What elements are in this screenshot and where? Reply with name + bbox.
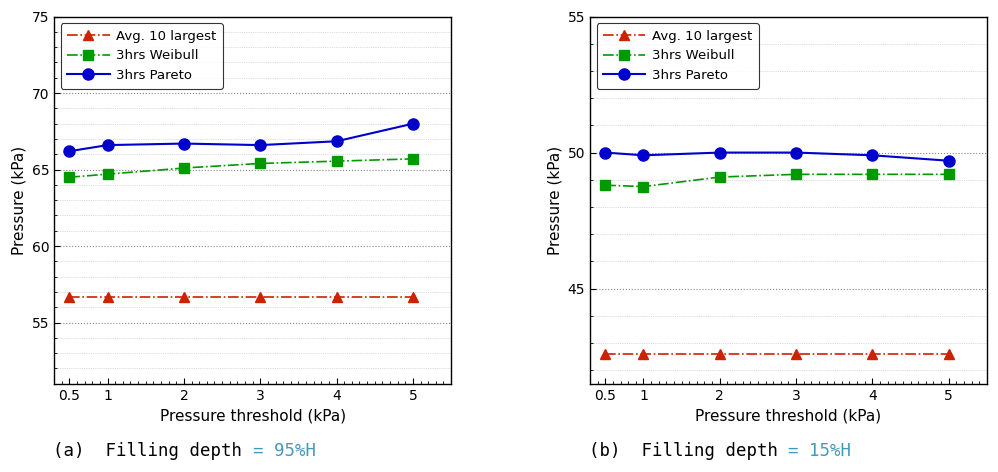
Y-axis label: Pressure (kPa): Pressure (kPa) (11, 145, 26, 255)
3hrs Pareto (254, 142, 266, 148)
3hrs Weibull (407, 156, 419, 162)
Avg. 10 largest (943, 351, 955, 357)
3hrs Pareto (638, 152, 650, 158)
3hrs Pareto (714, 150, 726, 155)
Avg. 10 largest (102, 294, 114, 299)
3hrs Pareto (407, 121, 419, 126)
Avg. 10 largest (599, 351, 611, 357)
Text: (a)  Filling depth: (a) Filling depth (53, 442, 252, 460)
Y-axis label: Pressure (kPa): Pressure (kPa) (547, 145, 562, 255)
X-axis label: Pressure threshold (kPa): Pressure threshold (kPa) (696, 408, 881, 423)
Avg. 10 largest (790, 351, 802, 357)
X-axis label: Pressure threshold (kPa): Pressure threshold (kPa) (160, 408, 345, 423)
Avg. 10 largest (714, 351, 726, 357)
3hrs Pareto (64, 148, 76, 154)
3hrs Weibull (714, 174, 726, 180)
3hrs Pareto (330, 138, 342, 144)
Line: 3hrs Weibull: 3hrs Weibull (65, 154, 417, 182)
Text: = 15%H: = 15%H (788, 442, 851, 460)
Avg. 10 largest (178, 294, 190, 299)
3hrs Weibull (943, 171, 955, 177)
3hrs Weibull (330, 158, 342, 164)
Text: (b)  Filling depth: (b) Filling depth (589, 442, 788, 460)
Avg. 10 largest (254, 294, 266, 299)
3hrs Weibull (254, 160, 266, 166)
Line: 3hrs Pareto: 3hrs Pareto (600, 147, 954, 166)
3hrs Weibull (638, 184, 650, 189)
Text: = 95%H: = 95%H (252, 442, 315, 460)
3hrs Weibull (178, 165, 190, 171)
3hrs Weibull (102, 171, 114, 177)
Avg. 10 largest (866, 351, 878, 357)
3hrs Weibull (64, 174, 76, 180)
3hrs Pareto (102, 142, 114, 148)
Line: 3hrs Weibull: 3hrs Weibull (601, 170, 953, 191)
3hrs Pareto (866, 152, 878, 158)
Legend: Avg. 10 largest, 3hrs Weibull, 3hrs Pareto: Avg. 10 largest, 3hrs Weibull, 3hrs Pare… (597, 23, 758, 89)
3hrs Weibull (599, 182, 611, 188)
Line: Avg. 10 largest: Avg. 10 largest (65, 292, 417, 301)
3hrs Pareto (790, 150, 802, 155)
Avg. 10 largest (330, 294, 342, 299)
Line: 3hrs Pareto: 3hrs Pareto (64, 118, 418, 157)
Avg. 10 largest (407, 294, 419, 299)
Legend: Avg. 10 largest, 3hrs Weibull, 3hrs Pareto: Avg. 10 largest, 3hrs Weibull, 3hrs Pare… (61, 23, 223, 89)
Avg. 10 largest (638, 351, 650, 357)
3hrs Weibull (790, 171, 802, 177)
Avg. 10 largest (64, 294, 76, 299)
3hrs Pareto (599, 150, 611, 155)
3hrs Pareto (943, 158, 955, 164)
Line: Avg. 10 largest: Avg. 10 largest (601, 349, 953, 358)
3hrs Weibull (866, 171, 878, 177)
3hrs Pareto (178, 141, 190, 146)
